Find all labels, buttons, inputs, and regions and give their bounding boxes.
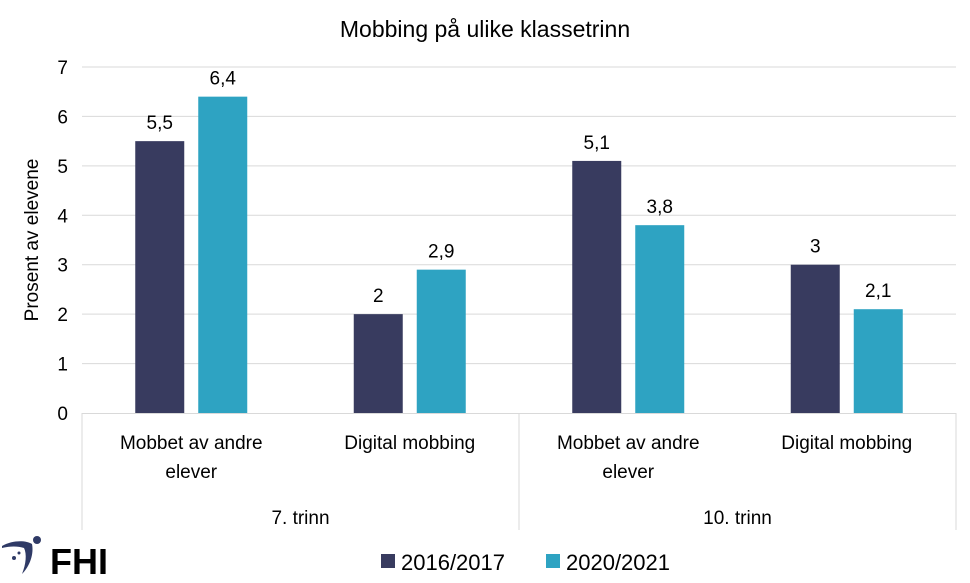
x-group-label: 7. trinn <box>271 508 329 529</box>
x-axis: Mobbet av andre elever Digital mobbing 7. t… <box>81 413 957 530</box>
chart-title: Mobbing på ulike klassetrinn <box>340 16 630 42</box>
data-label: 6,4 <box>210 69 237 90</box>
bar-2020-2021-3 <box>853 309 903 413</box>
fhi-logo-text: FHI <box>50 541 108 580</box>
data-label: 5,1 <box>584 133 610 154</box>
legend: 2016/2017 2020/2021 <box>381 550 670 575</box>
x-category-label: Mobbet av andre <box>120 433 263 454</box>
y-tick-label: 4 <box>57 206 68 227</box>
bar-2020-2021-1 <box>416 269 466 413</box>
data-label: 2,9 <box>428 242 454 263</box>
y-tick-label: 3 <box>57 256 68 277</box>
y-axis-ticks: 0 1 2 3 4 5 6 7 <box>57 58 68 425</box>
bar-2016-2017-3 <box>790 264 840 413</box>
y-axis-label: Prosent av elevene <box>22 159 43 322</box>
data-labels: 5,5 6,4 2 2,9 5,1 3,8 3 2,1 <box>147 69 892 307</box>
data-label: 2 <box>373 286 384 307</box>
y-tick-label: 5 <box>57 157 68 178</box>
x-category-label: elever <box>165 462 217 483</box>
y-tick-label: 0 <box>57 404 68 425</box>
bars <box>135 96 903 414</box>
bar-2020-2021-2 <box>635 225 685 413</box>
legend-label: 2016/2017 <box>401 550 505 575</box>
data-label: 5,5 <box>147 113 173 134</box>
data-label: 3 <box>810 237 821 258</box>
x-category-label: elever <box>602 462 654 483</box>
y-tick-label: 1 <box>57 355 68 376</box>
bar-2020-2021-0 <box>198 96 248 414</box>
data-label: 2,1 <box>865 281 891 302</box>
x-category-label: Digital mobbing <box>781 433 912 454</box>
x-group-label: 10. trinn <box>703 508 772 529</box>
y-tick-label: 7 <box>57 58 68 79</box>
fhi-figure-icon <box>2 536 41 574</box>
y-tick-label: 6 <box>57 107 68 128</box>
bar-2016-2017-1 <box>353 314 403 413</box>
data-label: 3,8 <box>647 197 673 218</box>
x-category-label: Mobbet av andre <box>557 433 700 454</box>
legend-swatch <box>381 554 395 568</box>
bar-2016-2017-0 <box>135 141 185 413</box>
x-category-label: Digital mobbing <box>344 433 475 454</box>
legend-swatch <box>546 554 560 568</box>
y-tick-label: 2 <box>57 305 68 326</box>
legend-label: 2020/2021 <box>566 550 670 575</box>
bar-2016-2017-2 <box>572 160 622 413</box>
fhi-logo: FHI <box>2 536 108 580</box>
